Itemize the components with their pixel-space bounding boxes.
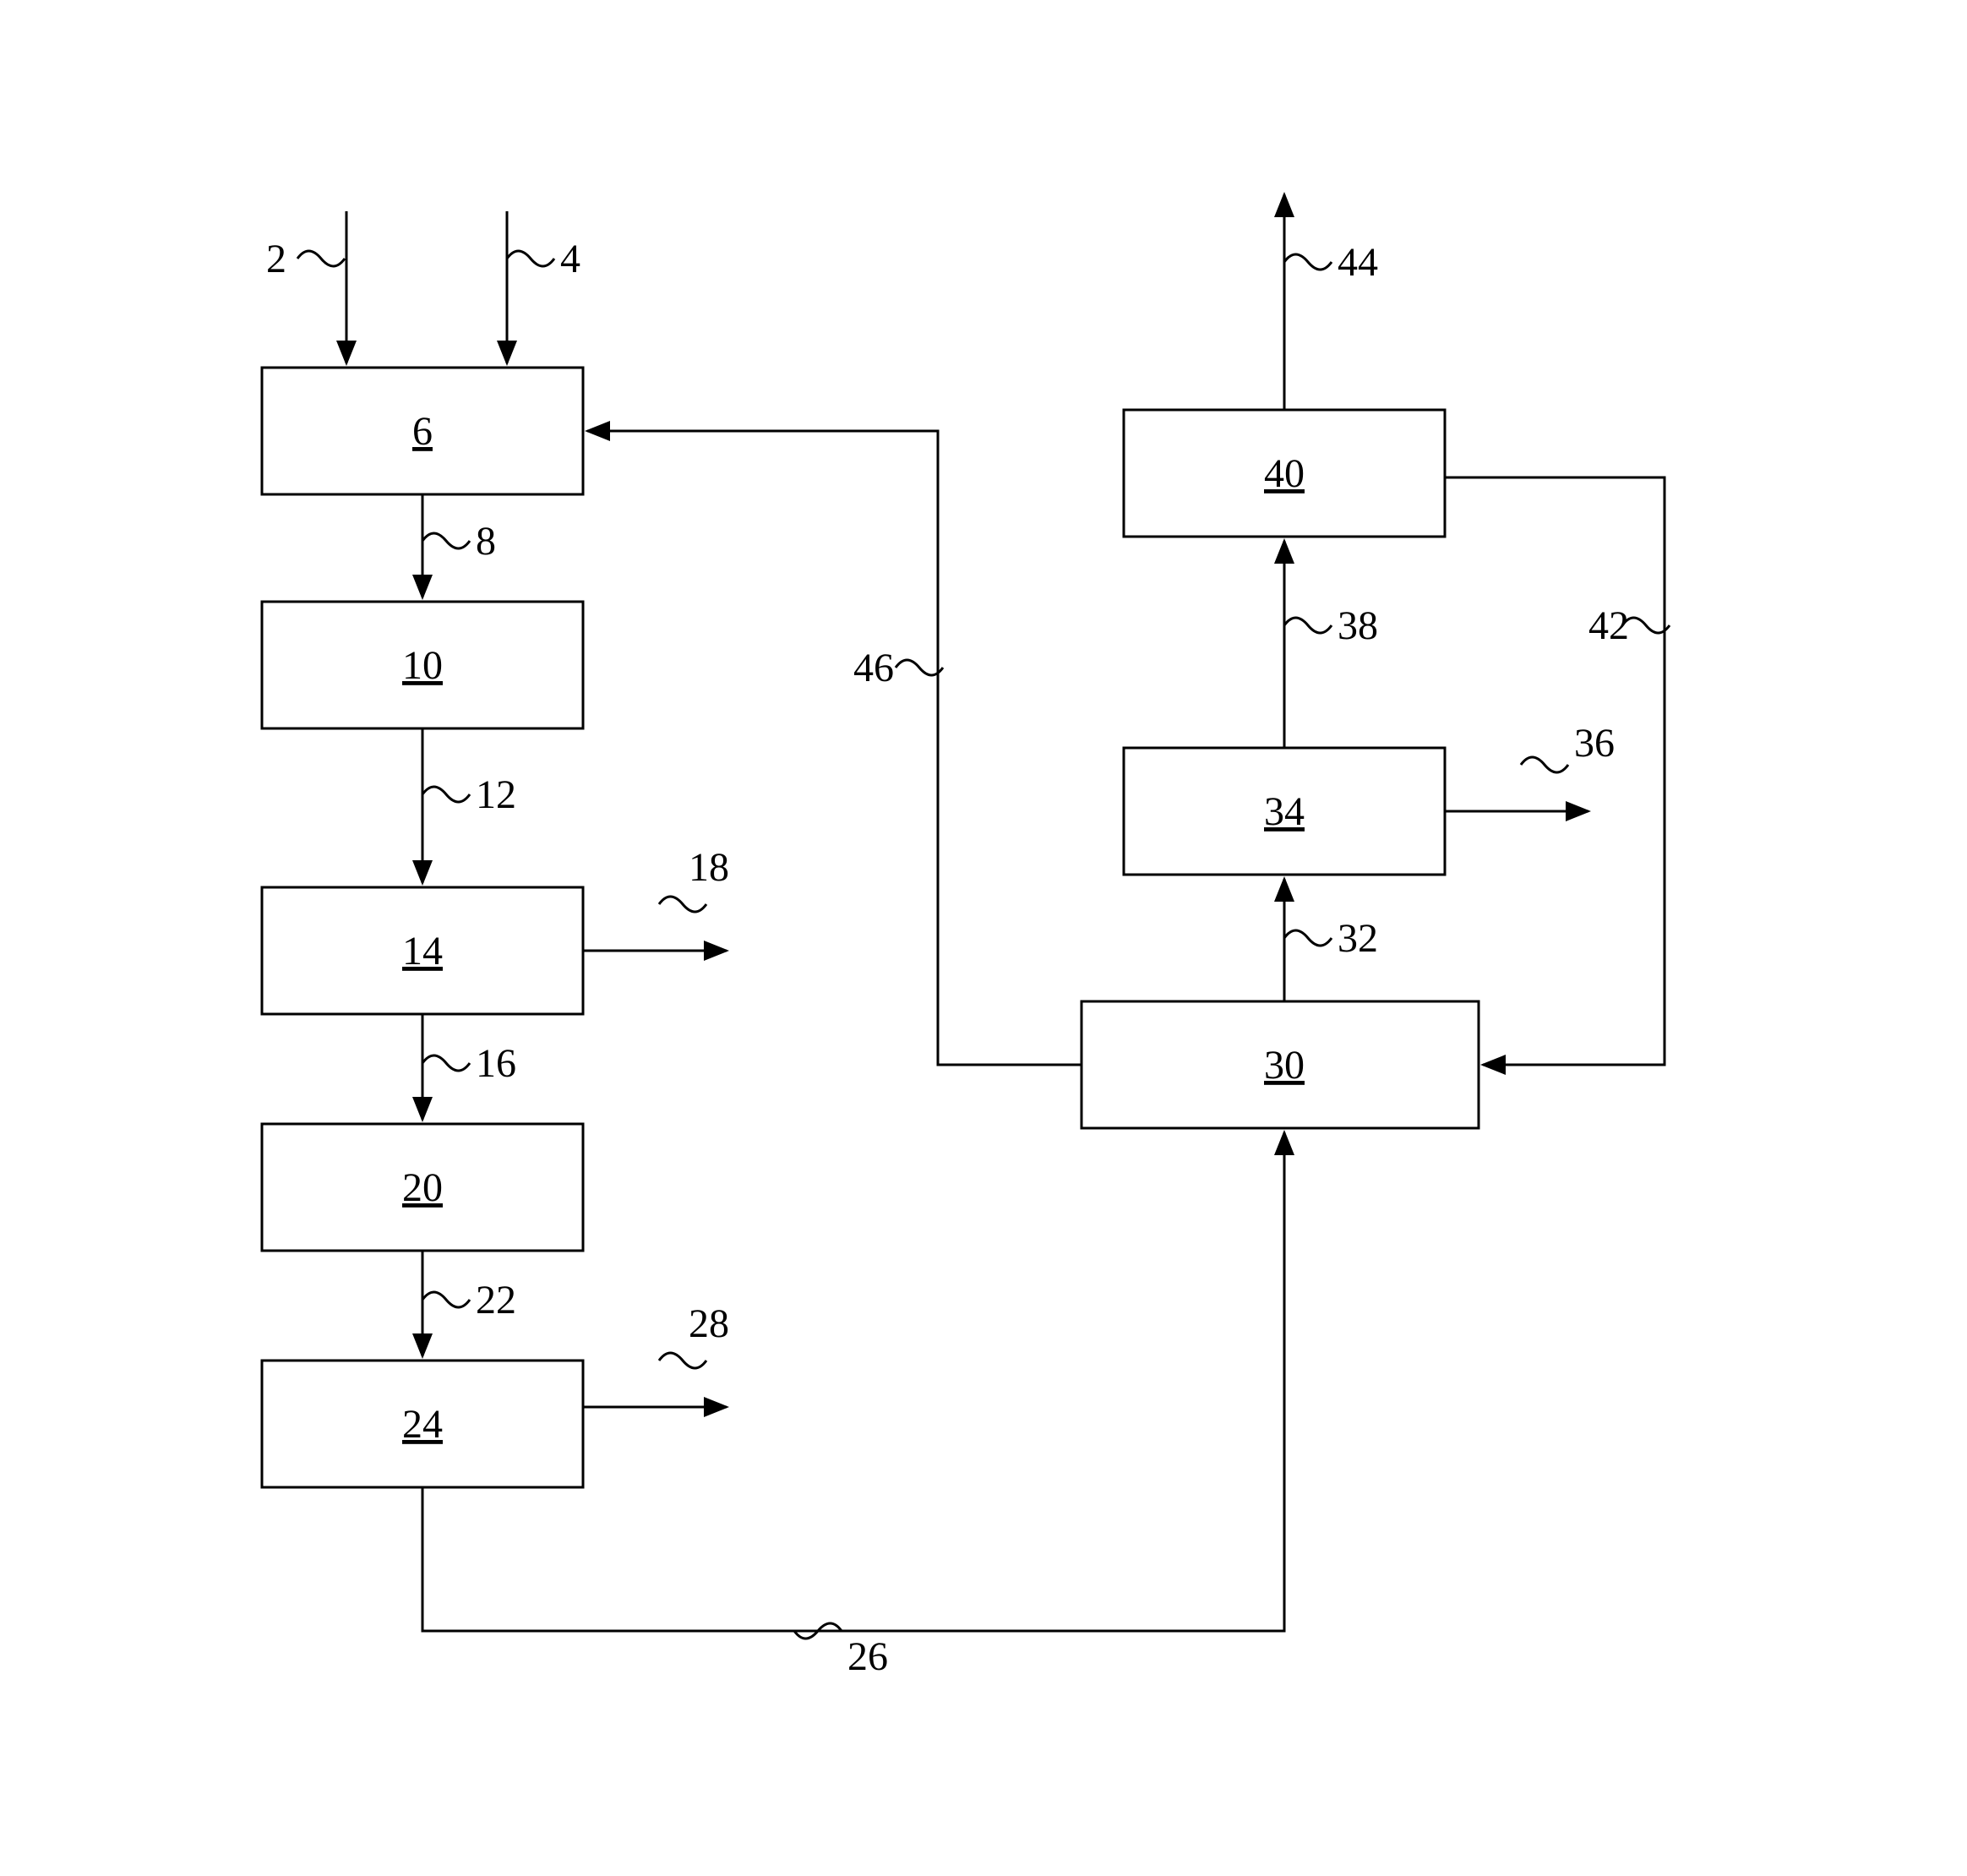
- flow-46-line: [587, 431, 1082, 1065]
- flow-8-label: 8: [476, 519, 496, 564]
- box-10-label: 10: [402, 643, 443, 688]
- flow-16-tilde: [422, 1055, 470, 1071]
- flow-12-label: 12: [476, 772, 516, 817]
- box-34-label: 34: [1264, 789, 1305, 834]
- flow-22-label: 22: [476, 1278, 516, 1322]
- flow-38-label: 38: [1338, 603, 1378, 648]
- flow-36-tilde: [1521, 757, 1568, 772]
- flow-26-label: 26: [847, 1634, 888, 1679]
- flow-8-tilde: [422, 533, 470, 548]
- flow-2-tilde: [297, 251, 345, 266]
- box-40-label: 40: [1264, 451, 1305, 496]
- flow-38-tilde: [1284, 618, 1332, 633]
- flow-46-tilde: [896, 660, 943, 675]
- flow-36-label: 36: [1574, 721, 1615, 766]
- flow-18-label: 18: [689, 845, 729, 890]
- flow-44-tilde: [1284, 254, 1332, 270]
- flow-44-label: 44: [1338, 240, 1378, 285]
- flow-42-tilde: [1622, 618, 1670, 633]
- flow-32-tilde: [1284, 930, 1332, 946]
- flow-2-label: 2: [266, 237, 286, 281]
- box-14-label: 14: [402, 929, 443, 973]
- box-24-label: 24: [402, 1402, 443, 1447]
- flow-42-label: 42: [1588, 603, 1629, 648]
- flow-4-tilde: [507, 251, 554, 266]
- flow-26-line: [422, 1132, 1284, 1631]
- flow-16-label: 16: [476, 1041, 516, 1086]
- flow-32-label: 32: [1338, 916, 1378, 961]
- flow-46-label: 46: [853, 646, 894, 690]
- flow-28-label: 28: [689, 1301, 729, 1346]
- box-30-label: 30: [1264, 1043, 1305, 1088]
- flow-4-label: 4: [560, 237, 580, 281]
- box-20-label: 20: [402, 1165, 443, 1210]
- box-6-label: 6: [412, 409, 433, 454]
- flow-18-tilde: [659, 897, 706, 912]
- flow-22-tilde: [422, 1292, 470, 1307]
- flow-12-tilde: [422, 787, 470, 802]
- flow-28-tilde: [659, 1353, 706, 1368]
